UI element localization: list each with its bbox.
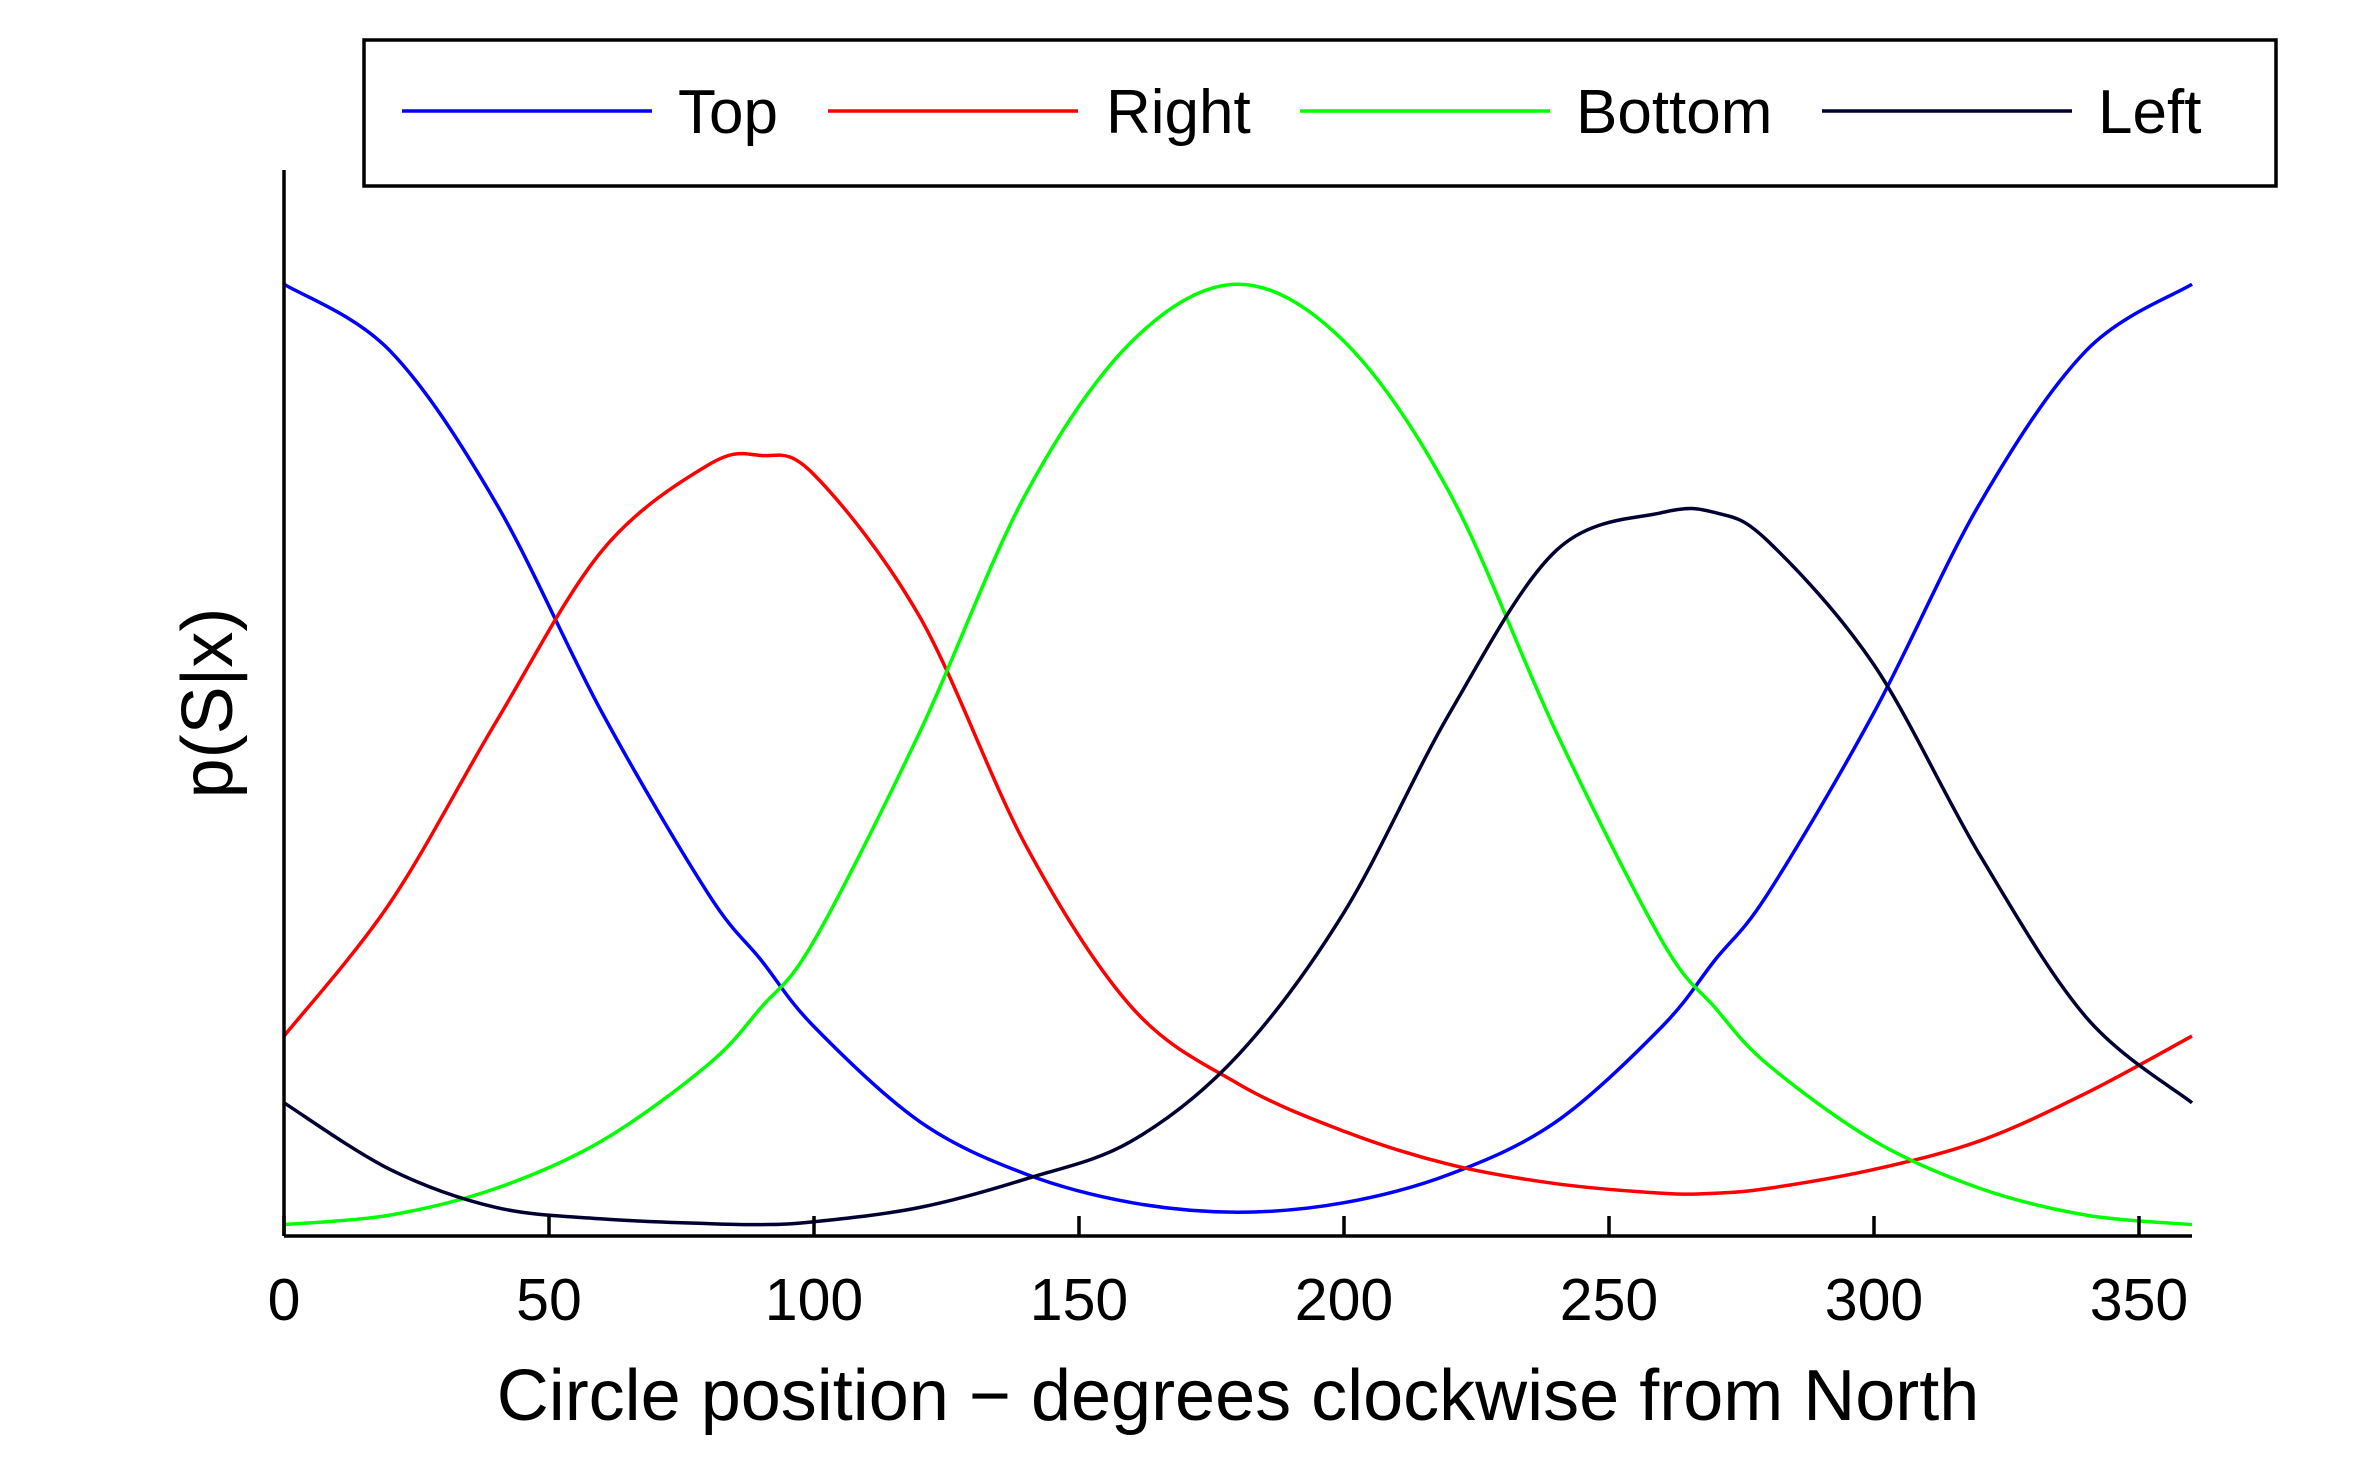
x-axis-label: Circle position − degrees clockwise from… <box>497 1356 1980 1436</box>
x-tick-label-250: 250 <box>1560 1267 1658 1333</box>
series-line-right <box>282 451 2193 1196</box>
legend: Top Right Bottom Left <box>362 38 2278 188</box>
series-line-top <box>283 282 2193 1214</box>
axes <box>282 170 2192 1238</box>
legend-label-right: Right <box>1106 78 1251 147</box>
series-line-bottom <box>283 282 2193 1227</box>
legend-box <box>362 38 2278 188</box>
x-tick-label-100: 100 <box>765 1267 863 1333</box>
y-axis-label: p(S|x) <box>168 608 248 799</box>
x-tick-label-0: 0 <box>268 1267 301 1333</box>
legend-label-top: Top <box>678 78 778 147</box>
x-tick-label-200: 200 <box>1295 1267 1393 1333</box>
legend-label-left: Left <box>2098 78 2201 147</box>
legend-label-bottom: Bottom <box>1576 78 1772 147</box>
x-tick-label-150: 150 <box>1030 1267 1128 1333</box>
x-ticks: 0 50 100 150 200 250 300 350 <box>268 1216 2188 1333</box>
x-tick-label-50: 50 <box>516 1267 582 1333</box>
series-layer <box>282 282 2194 1227</box>
x-tick-label-300: 300 <box>1825 1267 1923 1333</box>
series-line-left <box>283 506 2194 1227</box>
x-tick-label-350: 350 <box>2090 1267 2188 1333</box>
